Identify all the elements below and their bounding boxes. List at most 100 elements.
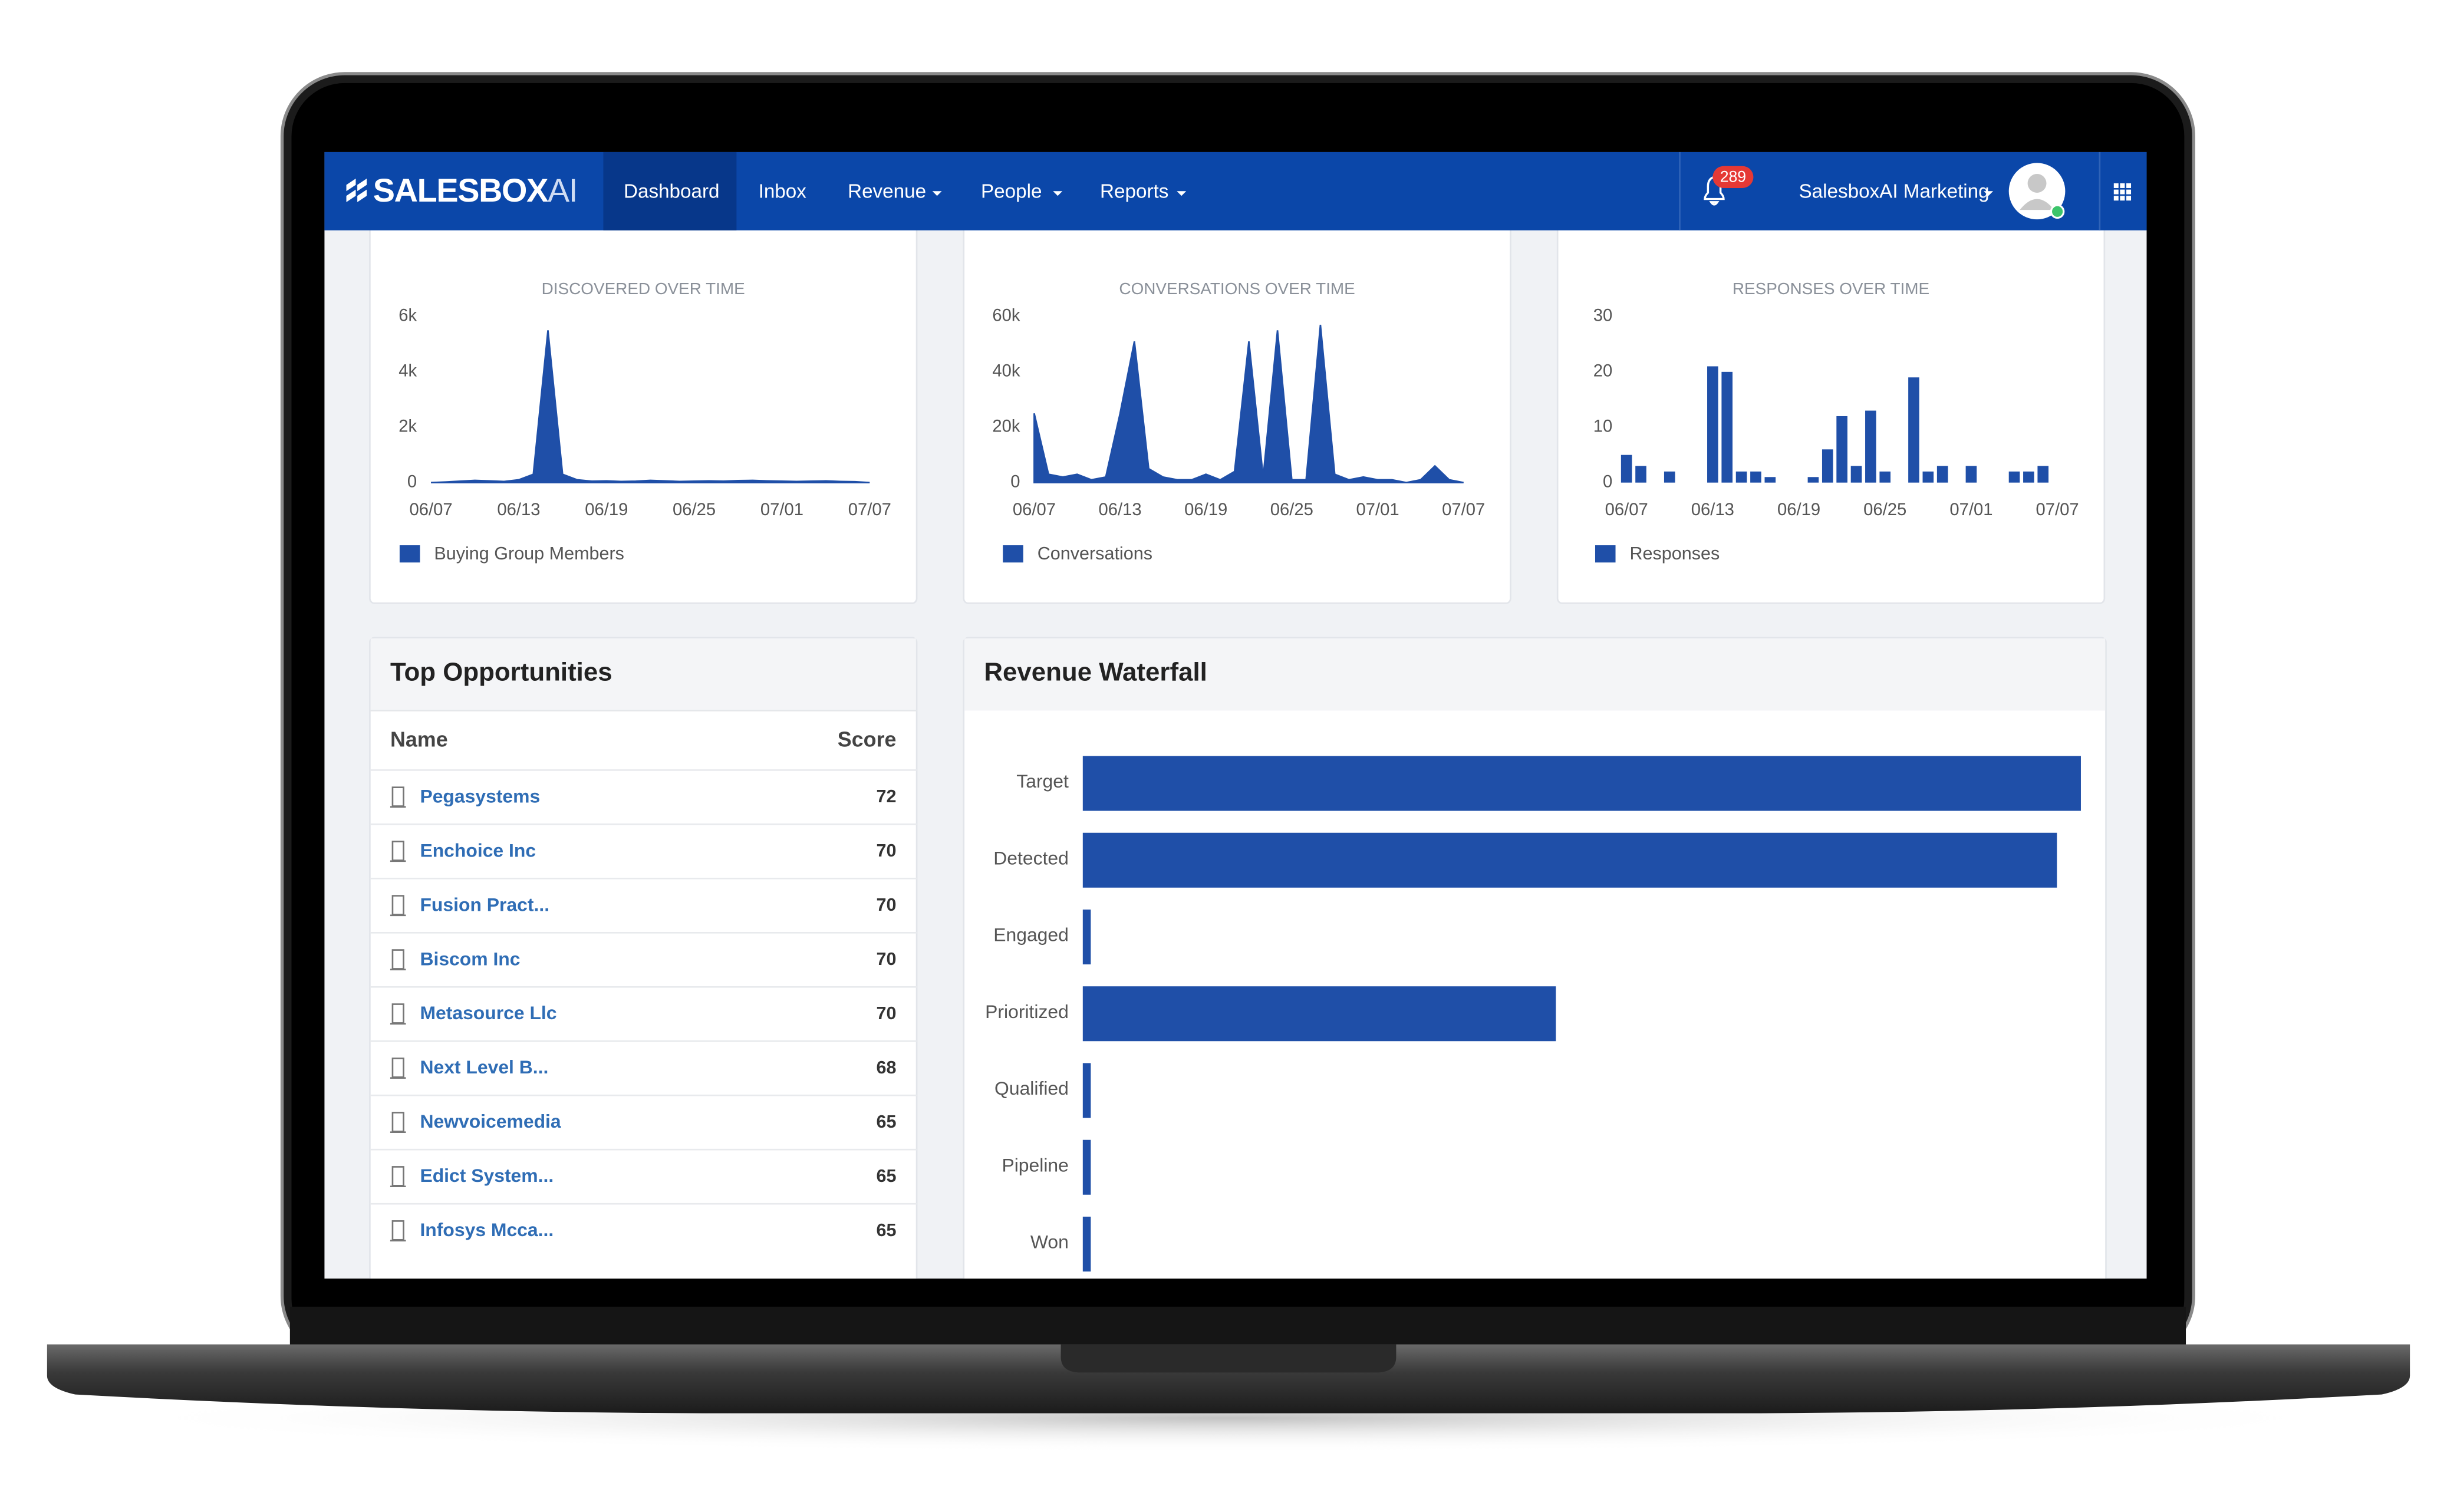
category-label: Pipeline	[1002, 1154, 1068, 1175]
bar	[1865, 410, 1876, 483]
bar	[1850, 466, 1862, 483]
bar	[1082, 1063, 1091, 1118]
x-tick-label: 06/25	[1863, 500, 1906, 519]
category-label: Target	[1016, 770, 1069, 792]
company-link[interactable]: Fusion Pract...	[420, 894, 549, 915]
y-tick-label: 0	[1010, 472, 1020, 491]
x-tick-label: 07/01	[760, 500, 803, 519]
x-tick-label: 07/07	[1442, 500, 1485, 519]
company-link[interactable]: Metasource Llc	[420, 1002, 556, 1023]
bar	[1936, 466, 1948, 483]
navbar: SALESBOXAI 289 SalesboxAI Marketing Dash…	[324, 151, 2147, 230]
y-tick-label: 6k	[398, 307, 417, 325]
score: 65	[877, 1112, 897, 1132]
legend-label[interactable]: Conversations	[1038, 543, 1152, 564]
score: 70	[877, 1003, 897, 1023]
legend-swatch	[1003, 545, 1023, 563]
bar	[1082, 1139, 1091, 1195]
screen: DISCOVERED OVER TIME 0 2k 4k 6k 06/07 06/13 06/…	[324, 151, 2147, 1279]
y-tick-label: 4k	[398, 362, 417, 381]
legend-swatch	[399, 545, 420, 563]
score: 65	[877, 1166, 897, 1186]
card-title: Revenue Waterfall	[984, 658, 1207, 687]
company-link[interactable]: Edict System...	[420, 1165, 554, 1186]
x-tick-label: 07/01	[1356, 500, 1399, 519]
bar	[1082, 756, 2081, 811]
card-title: Top Opportunities	[390, 658, 612, 687]
bar	[1082, 909, 1091, 965]
bar	[1082, 832, 2057, 888]
company-link[interactable]: Infosys Mcca...	[420, 1219, 554, 1240]
y-tick-label: 20	[1593, 362, 1613, 381]
bar	[1822, 449, 1833, 483]
bar	[2023, 471, 2034, 483]
column-header: Name	[390, 728, 448, 752]
chart-title: CONVERSATIONS OVER TIME	[1119, 279, 1355, 298]
nav-item[interactable]: Inbox	[759, 181, 807, 203]
score: 70	[877, 895, 897, 915]
opportunities-card	[369, 637, 918, 1279]
caret	[932, 191, 942, 196]
x-tick-label: 07/01	[1949, 500, 1992, 519]
nav-item[interactable]: Reports	[1100, 181, 1168, 203]
area	[1033, 324, 1464, 484]
bar	[1621, 454, 1632, 483]
x-tick-label: 06/07	[409, 500, 452, 519]
caret	[1177, 191, 1187, 196]
online-dot	[2050, 204, 2065, 219]
chart-title: DISCOVERED OVER TIME	[542, 279, 745, 298]
bar	[1879, 471, 1891, 483]
y-tick-label: 40k	[992, 362, 1020, 381]
x-tick-label: 06/07	[1605, 500, 1648, 519]
waterfall-card	[963, 637, 2107, 1279]
bar	[1721, 371, 1733, 483]
card-header	[964, 638, 2106, 711]
score: 68	[877, 1058, 897, 1078]
x-tick-label: 06/13	[1691, 500, 1734, 519]
category-label: Won	[1030, 1231, 1069, 1253]
nav-item[interactable]: People	[981, 181, 1042, 203]
x-tick-label: 06/19	[585, 500, 628, 519]
x-tick-label: 06/25	[673, 500, 716, 519]
bar	[1082, 986, 1556, 1042]
logo[interactable]: SALESBOXAI	[373, 172, 578, 209]
company-link[interactable]: Next Level B...	[420, 1056, 548, 1078]
legend-label[interactable]: Buying Group Members	[434, 543, 624, 564]
apps-icon[interactable]	[2113, 183, 2132, 201]
y-tick-label: 0	[1603, 472, 1612, 491]
company-link[interactable]: Newvoicemedia	[420, 1111, 561, 1132]
bar	[2008, 471, 2020, 483]
y-tick-label: 60k	[992, 307, 1020, 325]
bar	[1922, 471, 1934, 483]
caret	[1984, 191, 1994, 196]
category-label: Prioritized	[985, 1001, 1069, 1022]
score: 70	[877, 949, 897, 969]
nav-active	[603, 151, 737, 230]
dashboard-content: DISCOVERED OVER TIME 0 2k 4k 6k 06/07 06/13 06/…	[369, 203, 2107, 1279]
nav-item[interactable]: Revenue	[848, 181, 926, 203]
x-tick-label: 06/13	[1099, 500, 1142, 519]
bar	[1707, 366, 1718, 483]
bar	[1965, 466, 1977, 483]
score: 65	[877, 1220, 897, 1240]
bar	[1735, 471, 1747, 483]
x-tick-label: 06/25	[1270, 500, 1313, 519]
bar	[1836, 416, 1847, 483]
bar	[1807, 477, 1819, 483]
bar	[1082, 1216, 1091, 1271]
area	[431, 330, 870, 484]
user-name[interactable]: SalesboxAI Marketing	[1799, 181, 1990, 203]
bezel-bottom	[289, 1306, 2186, 1348]
logo-mark	[346, 179, 367, 202]
legend-label[interactable]: Responses	[1629, 543, 1720, 564]
company-link[interactable]: Enchoice Inc	[420, 839, 536, 861]
nav-item[interactable]: Dashboard	[624, 181, 720, 203]
category-label: Detected	[993, 847, 1069, 868]
company-link[interactable]: Biscom Inc	[420, 948, 520, 969]
score: 72	[877, 786, 897, 806]
company-link[interactable]: Pegasystems	[420, 785, 540, 806]
caret	[1053, 191, 1063, 196]
bar	[1750, 471, 1761, 483]
legend-swatch	[1595, 545, 1616, 563]
